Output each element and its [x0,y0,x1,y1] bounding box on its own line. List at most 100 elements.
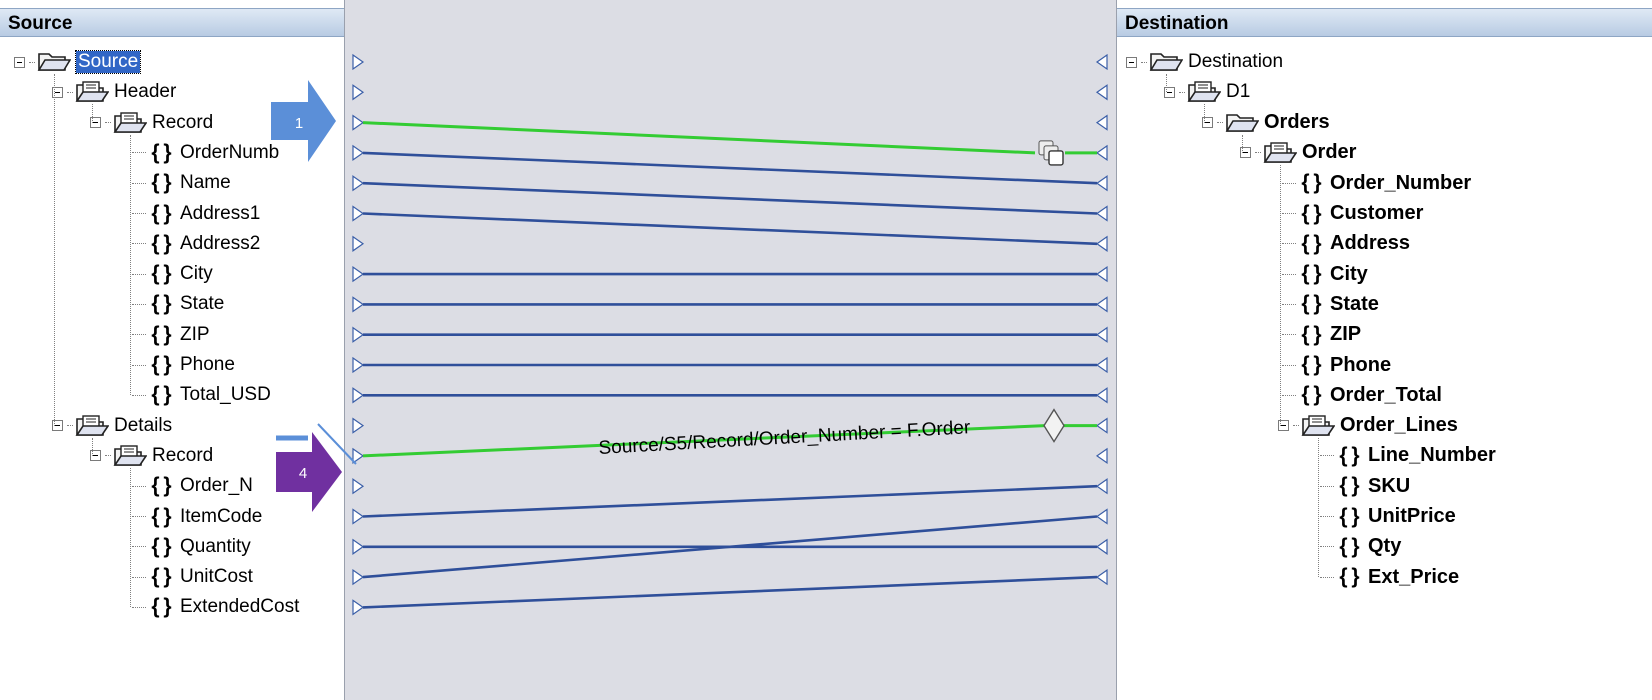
field-braces-icon: { } [1301,262,1321,286]
tree-guide-line [92,437,93,456]
tree-folder-node[interactable]: Source [14,47,142,77]
tree-field-node[interactable]: { } SKU [1316,471,1410,501]
tree-node-label: Qty [1368,535,1402,558]
tree-node-label: SKU [1368,474,1411,497]
collapse-toggle-icon[interactable] [1164,86,1175,98]
tree-node-label: Order_N [180,475,253,497]
tree-guide-line [92,104,93,123]
tree-field-node[interactable]: { } Name [128,168,231,198]
tree-folder-node[interactable]: D1 [1164,77,1250,107]
tree-node-label: State [180,293,225,315]
collapse-toggle-icon[interactable] [90,117,101,129]
source-port-icon [352,205,365,222]
field-braces-icon: { } [1301,292,1321,316]
source-port-icon [352,114,365,131]
tree-field-node[interactable]: { } Quantity [128,532,251,562]
collapse-toggle-icon[interactable] [1240,147,1251,159]
tree-field-node[interactable]: { } Order_Number [1278,168,1471,198]
tree-folder-node[interactable]: Orders [1202,108,1330,138]
record-folder-icon [75,414,109,436]
collapse-toggle-icon[interactable] [1126,56,1137,68]
tree-field-node[interactable]: { } Customer [1278,199,1423,229]
tree-field-node[interactable]: { } UnitPrice [1316,502,1456,532]
tree-node-label: Source [74,50,142,74]
mapping-canvas[interactable] [344,0,1117,700]
tree-node-label: OrderNumb [180,141,280,163]
field-braces-icon: { } [1301,383,1321,407]
tree-folder-node[interactable]: Details [52,411,172,441]
collapse-toggle-icon[interactable] [1202,117,1213,129]
field-braces-icon: { } [151,565,171,589]
source-port-icon [352,568,365,586]
tree-node-label: Header [114,81,177,103]
tree-node-label: ZIP [1330,323,1362,346]
tree-field-node[interactable]: { } Order_Total [1278,380,1442,410]
collapse-toggle-icon[interactable] [14,56,25,68]
callout-arrow-shape [276,432,342,512]
open-folder-icon [1149,53,1183,71]
tree-field-node[interactable]: { } Order_N [128,471,253,501]
tree-node-label: City [1330,262,1368,285]
tree-field-node[interactable]: { } OrderNumb [128,138,279,168]
field-braces-icon: { } [151,231,171,255]
tree-folder-node[interactable]: Header [52,77,176,107]
tree-field-node[interactable]: { } ZIP [128,320,210,350]
tree-connector [132,516,146,517]
tree-guide-line [130,134,131,396]
tree-field-node[interactable]: { } Line_Number [1316,441,1496,471]
field-braces-icon: { } [151,383,171,407]
tree-field-node[interactable]: { } State [128,289,224,319]
source-port-icon [352,447,365,465]
tree-field-node[interactable]: { } Phone [1278,350,1391,380]
tree-field-node[interactable]: { } Address2 [128,229,260,259]
tree-field-node[interactable]: { } Address1 [128,199,260,229]
tree-guide-line [54,74,55,426]
tree-node-label: Address1 [180,202,261,224]
callout-1-label: 1 [295,115,303,132]
source-port-icon [352,84,365,101]
source-port-icon [352,326,365,343]
field-braces-icon: { } [1339,534,1359,558]
callout-arrow-1: 1 [271,80,336,162]
tree-folder-node[interactable]: Record [90,441,213,471]
destination-port-icon [1095,53,1108,71]
tree-field-node[interactable]: { } ExtendedCost [128,592,299,622]
collapse-toggle-icon[interactable] [52,86,63,98]
collapse-toggle-icon[interactable] [52,420,63,432]
tree-folder-node[interactable]: Order_Lines [1278,411,1458,441]
tree-connector [1217,122,1223,124]
tree-field-node[interactable]: { } ItemCode [128,502,262,532]
tree-connector [1320,516,1334,517]
tree-field-node[interactable]: { } Address [1278,229,1410,259]
field-braces-icon: { } [1339,565,1359,589]
tree-field-node[interactable]: { } UnitCost [128,562,253,592]
record-folder-icon [1187,81,1221,103]
destination-port-icon [1095,84,1108,101]
mapping-lines [352,53,1108,616]
tree-field-node[interactable]: { } Phone [128,350,235,380]
callout-4-label: 4 [299,465,307,482]
tree-node-label: Order [1302,141,1357,164]
field-braces-icon: { } [1339,504,1359,528]
destination-port-icon [1095,144,1108,162]
tree-field-node[interactable]: { } Total_USD [128,380,271,410]
field-braces-icon: { } [151,292,171,316]
tree-folder-node[interactable]: Destination [1126,47,1283,77]
tree-connector [1282,243,1296,245]
tree-field-node[interactable]: { } State [1278,289,1379,319]
collapse-toggle-icon[interactable] [1278,420,1289,432]
tree-folder-node[interactable]: Order [1240,138,1356,168]
tree-field-node[interactable]: { } City [1278,259,1368,289]
tree-field-node[interactable]: { } ZIP [1278,320,1361,350]
tree-folder-node[interactable]: Record [90,108,213,138]
destination-port-icon [1095,387,1108,404]
source-port-icon [352,599,365,616]
tree-field-node[interactable]: { } Qty [1316,532,1401,562]
copy-icon [1038,140,1064,166]
tree-connector [1179,91,1185,93]
collapse-toggle-icon[interactable] [90,450,101,462]
destination-port-icon [1095,538,1108,555]
destination-port-icon [1095,235,1108,252]
tree-field-node[interactable]: { } City [128,259,213,289]
tree-field-node[interactable]: { } Ext_Price [1316,562,1459,592]
